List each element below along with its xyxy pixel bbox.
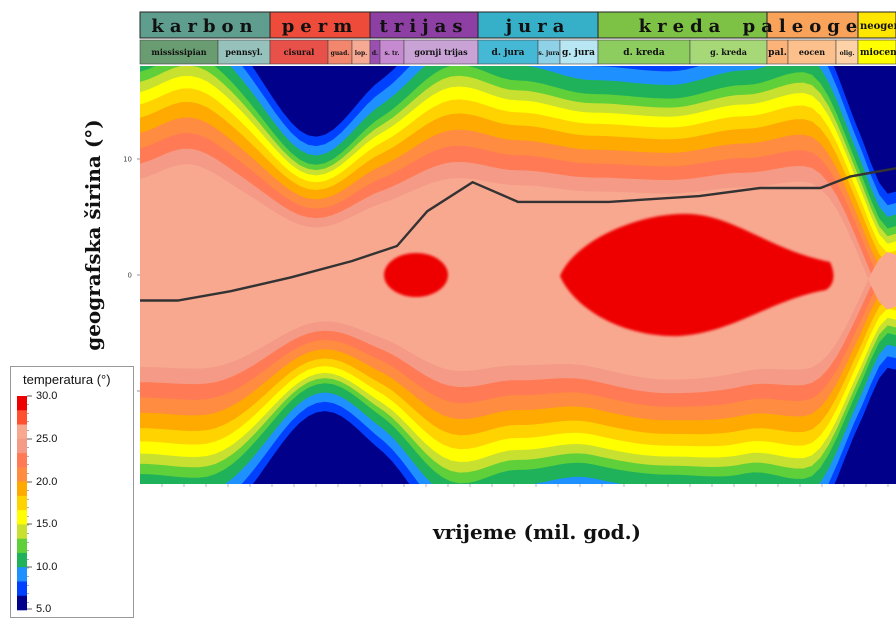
epoch-label: gornji trijas [414,47,468,57]
legend-swatch [17,396,27,411]
period-neogen: neogen [857,11,896,39]
legend-swatch [17,538,27,554]
legend-swatch [17,467,27,482]
epoch-pennsyl: pennsyl. [217,39,271,65]
legend-tick-15: 15.0 [36,518,58,530]
epoch-cisural: cisural [269,39,329,65]
temperature-bands [140,66,896,484]
legend-tick-30: 30.0 [36,390,58,402]
epoch-label: pal. [768,48,787,58]
legend-colorbar [10,366,134,618]
epoch-label: g. jura [562,48,595,58]
period-kreda: kreda [597,11,768,39]
y-tick-label: 10 [123,156,132,164]
thermal-equator-line [140,167,896,302]
period-label: neogen [860,21,896,32]
hot-core-trias [384,253,448,297]
epoch-label: d. [372,50,378,57]
epoch-dkreda: d. kreda [597,39,691,65]
period-karbon: karbon [139,11,271,39]
epoch-gkreda: g. kreda [689,39,768,65]
legend-swatch [17,438,27,454]
epoch-label: eocen [799,47,825,57]
epoch-row: mississipian pennsyl. cisural guad. lop. d. s.… [139,39,896,65]
legend-tick-10: 10.0 [36,561,58,573]
legend-title: temperatura (°) [23,372,111,387]
epoch-gornjitrijas: gornji trijas [403,39,479,65]
epoch-label: guad. [331,50,350,57]
legend-swatch [17,567,27,582]
epoch-lop: lop. [351,39,371,65]
epoch-d: d. [369,39,381,65]
period-trijas: trijas [369,11,479,39]
epoch-pal: pal. [766,39,789,65]
epoch-label: g. kreda [710,47,747,57]
legend-swatch [17,495,27,511]
period-label: perm [282,16,359,37]
epoch-label: olig. [840,50,855,57]
temperature-legend: temperatura (°) 30.0 25.0 20.0 15.0 10.0… [10,366,134,618]
period-label: karbon [151,16,258,37]
legend-swatch [17,481,27,497]
period-paleogen: paleogen [743,11,883,39]
epoch-gjura: g. jura [559,39,599,65]
x-axis-title: vrijeme (mil. god.) [432,520,641,544]
legend-swatch [17,552,27,568]
epoch-olig: olig. [835,39,859,65]
legend-swatch [17,581,27,597]
legend-swatch [17,510,27,525]
period-row: karbon perm trijas jura kreda paleogenneogen [139,11,896,39]
epoch-label: d. jura [492,48,525,58]
legend-swatch [17,410,27,425]
legend-swatch [17,453,27,468]
period-label: paleogen [743,16,883,37]
legend-tick-5: 5.0 [36,603,52,615]
period-label: jura [504,16,571,37]
period-label: trijas [380,16,469,37]
epoch-guad: guad. [327,39,353,65]
legend-swatch [17,424,27,440]
epoch-str: s. tr. [379,39,405,65]
epoch-label: s. jura [538,50,559,57]
epoch-label: lop. [355,50,368,57]
period-jura: jura [477,11,599,39]
legend-tick-20: 20.0 [36,476,58,488]
epoch-label: miocen [860,48,896,58]
legend-swatch [17,524,27,539]
epoch-djura: d. jura [477,39,539,65]
epoch-label: pennsyl. [225,47,263,57]
epoch-sjura: s. jura [537,39,561,65]
y-axis-title: geografska širina (°) [81,119,105,351]
epoch-label: cisural [284,47,315,57]
legend-swatch [17,595,27,611]
period-label: kreda [639,16,727,37]
epoch-eocen: eocen [787,39,837,65]
epoch-mississipian: mississipian [139,39,219,65]
epoch-label: mississipian [151,47,206,57]
epoch-label: d. kreda [623,48,665,58]
epoch-miocen: miocen [857,39,896,65]
y-tick-label: 0 [128,272,132,280]
epoch-label: s. tr. [384,50,399,57]
legend-tick-25: 25.0 [36,433,58,445]
hot-core-kreda [560,213,834,337]
period-perm: perm [269,11,371,39]
